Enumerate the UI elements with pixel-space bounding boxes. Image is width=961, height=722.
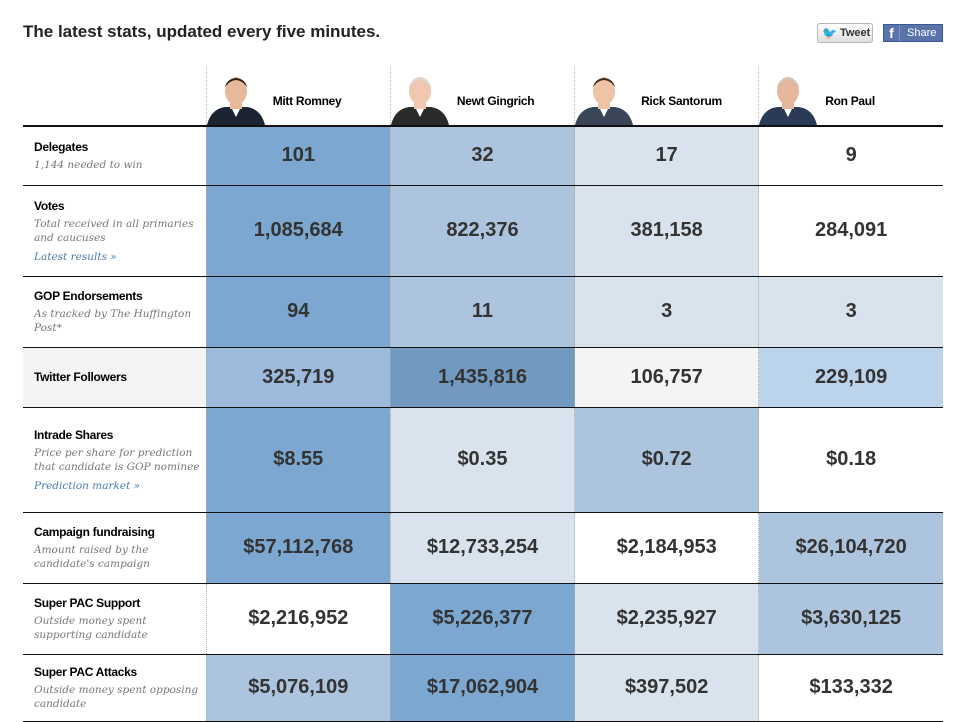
row-label: Campaign fundraising bbox=[34, 524, 155, 539]
stat-value: $2,235,927 bbox=[574, 583, 759, 655]
stat-row: Super PAC Attacks Outside money spent opp… bbox=[23, 654, 943, 722]
candidate-photo bbox=[759, 77, 818, 125]
stat-value: 3 bbox=[758, 276, 943, 348]
stat-value: $0.35 bbox=[389, 407, 575, 513]
row-label: Delegates bbox=[34, 139, 88, 154]
facebook-icon: f bbox=[884, 25, 900, 41]
candidate-name: Rick Santorum bbox=[641, 94, 722, 108]
row-label-cell: Twitter Followers bbox=[23, 347, 207, 408]
row-label: GOP Endorsements bbox=[34, 288, 143, 303]
stat-row: Super PAC Support Outside money spent sup… bbox=[23, 583, 943, 655]
stat-row: Votes Total received in all primaries and… bbox=[23, 185, 943, 277]
stat-value: $17,062,904 bbox=[389, 654, 575, 722]
share-label: Share bbox=[907, 27, 937, 39]
stat-value: 3 bbox=[574, 276, 759, 348]
candidate-header-row: Mitt Romney Newt Gingrich Rick Santorum Ron… bbox=[23, 66, 943, 127]
row-label-cell: Delegates 1,144 needed to win bbox=[23, 126, 207, 186]
stat-row: GOP Endorsements As tracked by The Huffin… bbox=[23, 276, 943, 348]
row-label-cell: Votes Total received in all primaries and… bbox=[23, 185, 207, 277]
tweet-button[interactable]: 🐦 Tweet bbox=[817, 23, 873, 43]
stat-row: Delegates 1,144 needed to win 101 32 17 9 bbox=[23, 126, 943, 186]
header-spacer bbox=[23, 66, 207, 127]
stat-value: 229,109 bbox=[758, 347, 943, 408]
stat-value: 101 bbox=[205, 126, 391, 186]
candidate-header: Mitt Romney bbox=[205, 66, 391, 127]
stat-value: 106,757 bbox=[574, 347, 759, 408]
row-link[interactable]: Prediction market » bbox=[34, 479, 141, 492]
row-description: As tracked by The Huffington Post* bbox=[34, 307, 192, 334]
stat-value: $3,630,125 bbox=[758, 583, 943, 655]
row-label-cell: Super PAC Support Outside money spent sup… bbox=[23, 583, 207, 655]
stat-value: 325,719 bbox=[205, 347, 391, 408]
stat-value: $133,332 bbox=[758, 654, 943, 722]
stats-table: Mitt Romney Newt Gingrich Rick Santorum Ron… bbox=[23, 66, 943, 722]
candidate-name: Mitt Romney bbox=[272, 94, 342, 108]
stat-value: $5,076,109 bbox=[205, 654, 391, 722]
facebook-share-button[interactable]: f Share bbox=[883, 24, 943, 42]
stat-value: $2,216,952 bbox=[205, 583, 391, 655]
stat-row: Twitter Followers 325,719 1,435,816 106,757… bbox=[23, 347, 943, 408]
stat-value: $2,184,953 bbox=[574, 512, 759, 584]
row-label: Intrade Shares bbox=[34, 427, 114, 442]
row-label: Super PAC Attacks bbox=[34, 664, 137, 679]
stat-value: 1,435,816 bbox=[389, 347, 575, 408]
candidate-header: Rick Santorum bbox=[574, 66, 759, 127]
stat-value: $12,733,254 bbox=[389, 512, 575, 584]
row-description: Outside money spent opposing candidate bbox=[34, 683, 199, 710]
row-description: Amount raised by the candidate's campaig… bbox=[34, 543, 150, 570]
row-description: Outside money spent supporting candidate bbox=[34, 614, 148, 641]
stat-value: 9 bbox=[758, 126, 943, 186]
stat-value: 32 bbox=[389, 126, 575, 186]
stat-value: 1,085,684 bbox=[205, 185, 391, 277]
candidate-header: Ron Paul bbox=[758, 66, 943, 127]
candidate-header: Newt Gingrich bbox=[389, 66, 575, 127]
candidate-photo bbox=[575, 77, 634, 125]
row-description: Price per share for prediction that cand… bbox=[34, 446, 200, 473]
row-description: 1,144 needed to win bbox=[34, 158, 143, 171]
candidate-name: Newt Gingrich bbox=[456, 94, 535, 108]
page-title: The latest stats, updated every five min… bbox=[23, 22, 381, 41]
stat-value: $5,226,377 bbox=[389, 583, 575, 655]
row-label: Super PAC Support bbox=[34, 595, 141, 610]
twitter-bird-icon: 🐦 bbox=[822, 26, 837, 40]
candidate-photo bbox=[390, 77, 449, 125]
candidate-name: Ron Paul bbox=[825, 94, 875, 108]
stat-value: 11 bbox=[389, 276, 575, 348]
row-label-cell: Super PAC Attacks Outside money spent opp… bbox=[23, 654, 207, 722]
stat-value: $0.18 bbox=[758, 407, 943, 513]
row-label-cell: Campaign fundraising Amount raised by the… bbox=[23, 512, 207, 584]
stat-value: $26,104,720 bbox=[758, 512, 943, 584]
stat-value: 381,158 bbox=[574, 185, 759, 277]
row-label-cell: Intrade Shares Price per share for predic… bbox=[23, 407, 207, 513]
stat-value: $0.72 bbox=[574, 407, 759, 513]
stat-value: $397,502 bbox=[574, 654, 759, 722]
row-link[interactable]: Latest results » bbox=[34, 250, 117, 263]
stat-value: 822,376 bbox=[389, 185, 575, 277]
row-label-cell: GOP Endorsements As tracked by The Huffin… bbox=[23, 276, 207, 348]
stat-value: 17 bbox=[574, 126, 759, 186]
stat-value: 94 bbox=[205, 276, 391, 348]
tweet-label: Tweet bbox=[839, 27, 871, 39]
row-label: Twitter Followers bbox=[34, 370, 127, 384]
stat-row: Intrade Shares Price per share for predic… bbox=[23, 407, 943, 513]
stat-value: $57,112,768 bbox=[205, 512, 391, 584]
stat-value: 284,091 bbox=[758, 185, 943, 277]
stat-value: $8.55 bbox=[205, 407, 391, 513]
stat-row: Campaign fundraising Amount raised by the… bbox=[23, 512, 943, 584]
row-label: Votes bbox=[34, 198, 65, 213]
candidate-photo bbox=[206, 77, 265, 125]
row-description: Total received in all primaries and cauc… bbox=[34, 217, 194, 244]
